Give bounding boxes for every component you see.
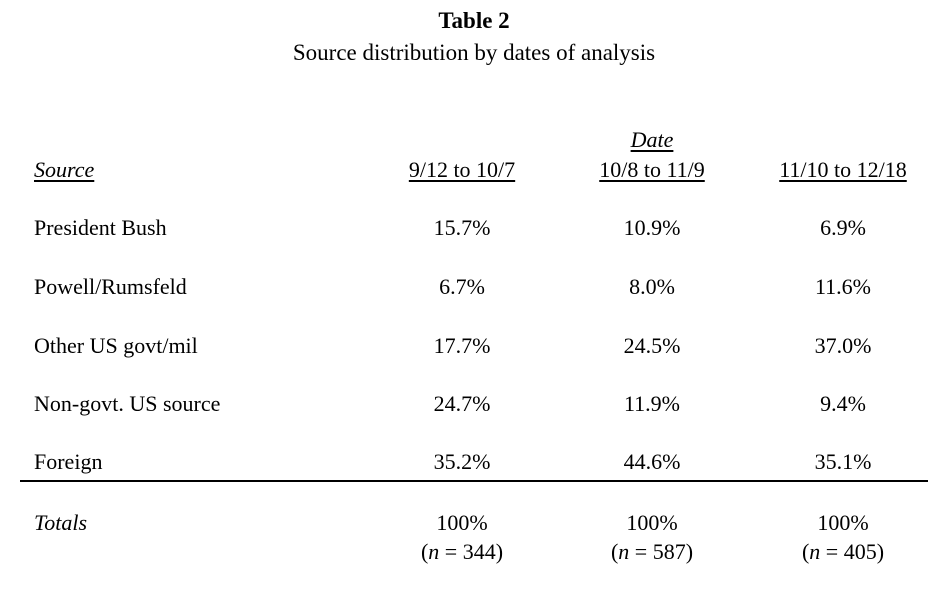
totals-label: Totals (34, 510, 88, 535)
row-label-non-govt-us: Non-govt. US source (34, 391, 221, 416)
row-label-powell-rumsfeld: Powell/Rumsfeld (34, 274, 187, 299)
sample-size-3: (n = 405) (801, 539, 885, 564)
table-cell: 37.0% (814, 333, 872, 358)
table-cell: 9.4% (820, 391, 866, 416)
source-column-header: Source (34, 157, 95, 182)
table-cell: 35.2% (433, 449, 491, 474)
table-subtitle: Source distribution by dates of analysis (292, 40, 656, 65)
table-cell: 8.0% (629, 274, 675, 299)
table-cell: 10.9% (623, 215, 681, 240)
totals-divider (20, 480, 928, 482)
table-cell: 17.7% (433, 333, 491, 358)
column-header-2: 10/8 to 11/9 (599, 157, 705, 182)
sample-size-2: (n = 587) (610, 539, 694, 564)
totals-cell: 100% (436, 510, 488, 535)
column-header-1: 9/12 to 10/7 (408, 157, 516, 182)
table-cell: 6.9% (820, 215, 866, 240)
row-label-other-us-govt: Other US govt/mil (34, 333, 198, 358)
sample-size-1: (n = 344) (420, 539, 504, 564)
table-title: Table 2 (438, 8, 510, 33)
table-cell: 11.6% (814, 274, 872, 299)
table-cell: 44.6% (623, 449, 681, 474)
table-cell: 15.7% (433, 215, 491, 240)
table-cell: 35.1% (814, 449, 872, 474)
column-header-3: 11/10 to 12/18 (779, 157, 907, 182)
row-label-foreign: Foreign (34, 449, 103, 474)
table-cell: 24.7% (433, 391, 491, 416)
totals-cell: 100% (817, 510, 869, 535)
totals-cell: 100% (626, 510, 678, 535)
table-cell: 6.7% (439, 274, 485, 299)
row-label-president-bush: President Bush (34, 215, 167, 240)
table-cell: 24.5% (623, 333, 681, 358)
date-group-header: Date (630, 127, 674, 152)
table-cell: 11.9% (623, 391, 681, 416)
